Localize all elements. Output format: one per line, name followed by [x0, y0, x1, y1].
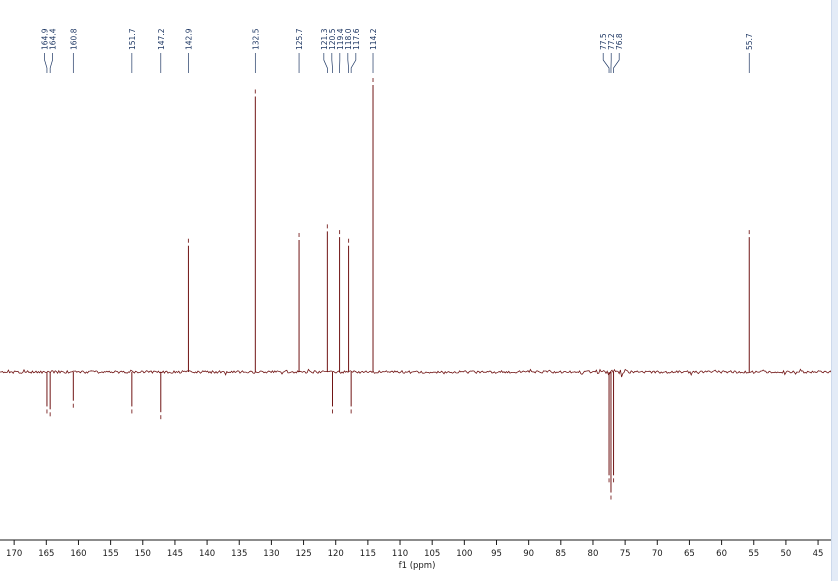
- x-tick-label: 105: [424, 549, 440, 559]
- peak-label: 121.3: [320, 28, 329, 50]
- x-tick-label: 75: [620, 549, 631, 559]
- peak-label: 120.5: [328, 28, 337, 50]
- x-tick-label: 65: [684, 549, 695, 559]
- peak-label: 151.7: [128, 28, 137, 50]
- x-tick-label: 120: [328, 549, 344, 559]
- x-tick-label: 160: [70, 549, 86, 559]
- x-tick-label: 140: [199, 549, 215, 559]
- x-tick-label: 150: [135, 549, 151, 559]
- peak-label: 132.5: [251, 28, 260, 50]
- peak-label-connector: [613, 53, 620, 73]
- peak-label-connector: [602, 53, 610, 73]
- peak-label: 164.9: [41, 28, 50, 50]
- noise-baseline: [0, 368, 838, 378]
- peak-label: 119.4: [336, 28, 345, 50]
- x-tick-label: 155: [103, 549, 119, 559]
- peak-label: 125.7: [295, 28, 304, 50]
- x-tick-label: 145: [167, 549, 183, 559]
- x-tick-label: 125: [295, 549, 311, 559]
- x-tick-label: 85: [555, 549, 566, 559]
- peak-label-connector: [323, 53, 328, 73]
- peak-label-connector: [347, 53, 349, 73]
- peak-label: 160.8: [69, 28, 78, 50]
- peak-label: 147.2: [157, 28, 166, 50]
- peak-label: 142.9: [184, 28, 193, 50]
- x-tick-label: 90: [523, 549, 534, 559]
- peak-label: 76.8: [615, 33, 624, 50]
- right-scrollbar[interactable]: [831, 0, 838, 581]
- x-tick-label: 95: [491, 549, 502, 559]
- x-tick-label: 60: [716, 549, 727, 559]
- x-tick-label: 165: [38, 549, 54, 559]
- x-tick-label: 135: [231, 549, 247, 559]
- x-tick-label: 55: [748, 549, 759, 559]
- x-tick-label: 170: [6, 549, 22, 559]
- x-tick-label: 115: [360, 549, 376, 559]
- x-tick-label: 50: [780, 549, 791, 559]
- x-tick-label: 110: [392, 549, 408, 559]
- peak-label: 118.0: [344, 28, 353, 50]
- peak-label: 164.4: [49, 28, 58, 50]
- peak-label: 114.2: [369, 28, 378, 50]
- peak-label: 117.6: [352, 28, 361, 50]
- peak-label: 55.7: [745, 33, 754, 50]
- peak-label: 77.2: [607, 33, 616, 50]
- x-tick-label: 130: [263, 549, 279, 559]
- peak-label-connector: [44, 53, 48, 73]
- x-tick-label: 100: [456, 549, 472, 559]
- peak-label: 77.5: [599, 33, 608, 50]
- peak-label-connector: [350, 53, 357, 73]
- peak-label-connector: [331, 53, 333, 73]
- x-tick-label: 45: [813, 549, 824, 559]
- x-axis-title: f1 (ppm): [399, 561, 436, 571]
- x-tick-label: 80: [588, 549, 599, 559]
- peak-label-connector: [49, 53, 53, 73]
- x-tick-label: 70: [652, 549, 663, 559]
